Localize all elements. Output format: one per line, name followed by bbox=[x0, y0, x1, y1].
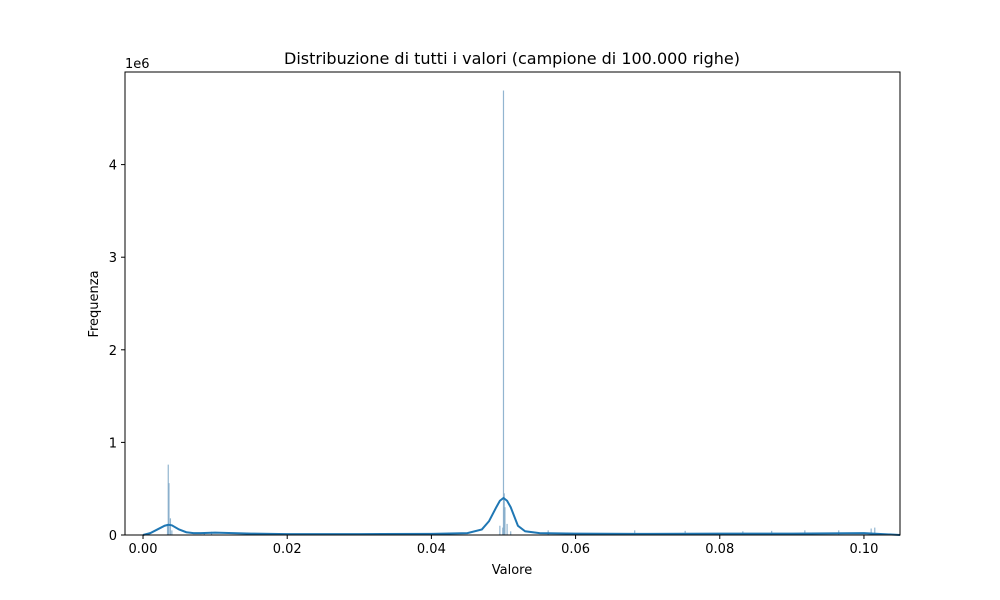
histogram-bar bbox=[506, 523, 508, 535]
histogram-bar bbox=[502, 90, 505, 536]
x-tick-label: 0.06 bbox=[561, 542, 590, 557]
x-tick-label: 0.02 bbox=[273, 542, 302, 557]
histogram-bar bbox=[168, 483, 170, 535]
histogram-bar bbox=[171, 530, 173, 535]
histogram-bar bbox=[502, 527, 504, 535]
histogram-bar bbox=[503, 493, 505, 535]
kde-line bbox=[142, 496, 901, 536]
histogram-bar bbox=[874, 527, 876, 535]
histogram-bar bbox=[634, 530, 636, 535]
histogram-bar bbox=[504, 507, 506, 535]
chart-title: Distribuzione di tutti i valori (campion… bbox=[284, 49, 740, 68]
x-axis: 0.00 0.02 0.04 0.06 0.08 0.10 bbox=[129, 535, 878, 557]
x-tick-label: 0.08 bbox=[705, 542, 734, 557]
y-tick-label: 3 bbox=[109, 251, 117, 266]
plot-frame bbox=[124, 71, 901, 536]
x-axis-label: Valore bbox=[492, 563, 532, 578]
histogram-bar bbox=[167, 464, 169, 535]
y-axis-label: Frequenza bbox=[87, 270, 102, 337]
y-tick-label: 0 bbox=[109, 529, 117, 544]
plot-area bbox=[142, 90, 901, 536]
histogram-bar bbox=[870, 528, 872, 535]
y-tick-label: 2 bbox=[109, 344, 117, 359]
histogram-bar bbox=[499, 525, 501, 535]
y-tick-label: 1 bbox=[109, 436, 117, 451]
y-axis: 0 1 2 3 4 bbox=[109, 159, 125, 544]
x-tick-label: 0.10 bbox=[849, 542, 878, 557]
histogram-bar bbox=[510, 531, 512, 535]
histogram-bar bbox=[169, 518, 172, 535]
y-tick-label: 4 bbox=[109, 159, 117, 174]
x-tick-label: 0.04 bbox=[417, 542, 446, 557]
x-tick-label: 0.00 bbox=[129, 542, 158, 557]
histogram-bar bbox=[166, 525, 169, 535]
y-multiplier-label: 1e6 bbox=[125, 57, 150, 72]
